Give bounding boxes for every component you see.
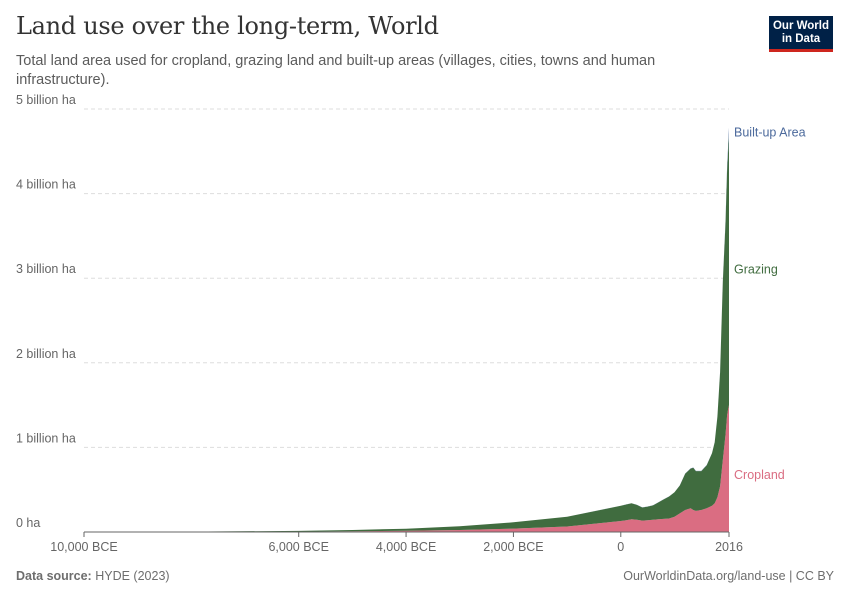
y-tick-label: 5 billion ha: [16, 93, 76, 107]
y-tick-label: 2 billion ha: [16, 347, 76, 361]
x-tick-label: 2,000 BCE: [483, 540, 543, 554]
x-tick-label: 4,000 BCE: [376, 540, 436, 554]
logo-line-1: Our World: [772, 20, 829, 32]
data-source-value[interactable]: HYDE (2023): [95, 569, 170, 583]
source-link[interactable]: OurWorldinData.org/land-use | CC BY: [623, 569, 834, 583]
x-tick-label: 0: [617, 540, 624, 554]
x-tick-label: 10,000 BCE: [50, 540, 117, 554]
x-tick-label: 2016: [715, 540, 743, 554]
x-tick-label: 6,000 BCE: [268, 540, 328, 554]
y-tick-label: 1 billion ha: [16, 431, 76, 445]
chart-title: Land use over the long-term, World: [16, 12, 439, 40]
data-source: Data source: HYDE (2023): [16, 569, 170, 583]
y-tick-label: 3 billion ha: [16, 262, 76, 276]
series-label-built-up-area: Built-up Area: [734, 126, 806, 140]
area-built-up-area: [84, 127, 729, 532]
data-source-label: Data source:: [16, 569, 92, 583]
series-label-grazing: Grazing: [734, 263, 778, 277]
logo-line-2: in Data: [781, 33, 821, 45]
area-cropland: [84, 405, 729, 532]
chart-subtitle: Total land area used for cropland, grazi…: [16, 53, 656, 88]
owid-logo[interactable]: Our World in Data: [769, 16, 833, 52]
series-label-cropland: Cropland: [734, 468, 785, 482]
y-tick-label: 4 billion ha: [16, 178, 76, 192]
y-tick-label: 0 ha: [16, 516, 40, 530]
